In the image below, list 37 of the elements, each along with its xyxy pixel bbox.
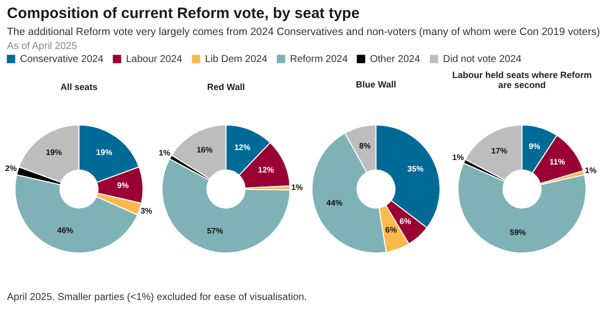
data-label: 59% — [510, 228, 526, 237]
data-label: 1% — [584, 166, 596, 175]
chart-title: Red Wall — [207, 82, 245, 92]
data-label: 16% — [196, 146, 213, 155]
data-label: 9% — [117, 181, 129, 190]
data-label: 9% — [528, 142, 540, 151]
data-label: 19% — [96, 148, 112, 157]
data-label: 57% — [206, 226, 223, 236]
legend-label: Reform 2024 — [290, 54, 348, 65]
legend-label: Did not vote 2024 — [443, 54, 522, 65]
data-label: 46% — [57, 226, 74, 235]
data-label: 1% — [158, 148, 170, 158]
data-label: 6% — [385, 225, 397, 234]
text: All seats — [60, 82, 98, 92]
text: The additional Reform vote very largely comes from 2024 Conservatives and non-voters (many of whom were Con 2019 voters) — [7, 25, 600, 40]
data-label: 44% — [326, 198, 342, 208]
data-label: 11% — [549, 158, 566, 167]
data-label: 12% — [258, 166, 274, 175]
chart-title: Labour held seats where Reform are second — [452, 70, 592, 90]
data-label: 12% — [234, 143, 250, 152]
data-label: 17% — [491, 146, 508, 156]
data-label: 1% — [291, 182, 303, 192]
legend-label: Other 2024 — [370, 54, 420, 65]
text: Composition of current Reform vote, by seat type — [7, 4, 361, 24]
data-label: 35% — [407, 164, 424, 174]
data-label: 3% — [140, 206, 152, 216]
legend-label: Lib Dem 2024 — [205, 54, 268, 65]
data-label: 1% — [452, 153, 464, 162]
data-label: 8% — [359, 141, 371, 150]
legend-label: Conservative 2024 — [20, 54, 104, 65]
data-label: 6% — [400, 216, 412, 226]
text: As of April 2025 — [7, 40, 78, 54]
text: April 2025. Smaller parties (<1%) excluded for ease of visualisation. — [7, 292, 307, 303]
data-label: 19% — [46, 148, 62, 157]
legend-label: Labour 2024 — [126, 54, 183, 65]
chart-title: Blue Wall — [356, 79, 396, 90]
data-label: 2% — [5, 164, 17, 173]
